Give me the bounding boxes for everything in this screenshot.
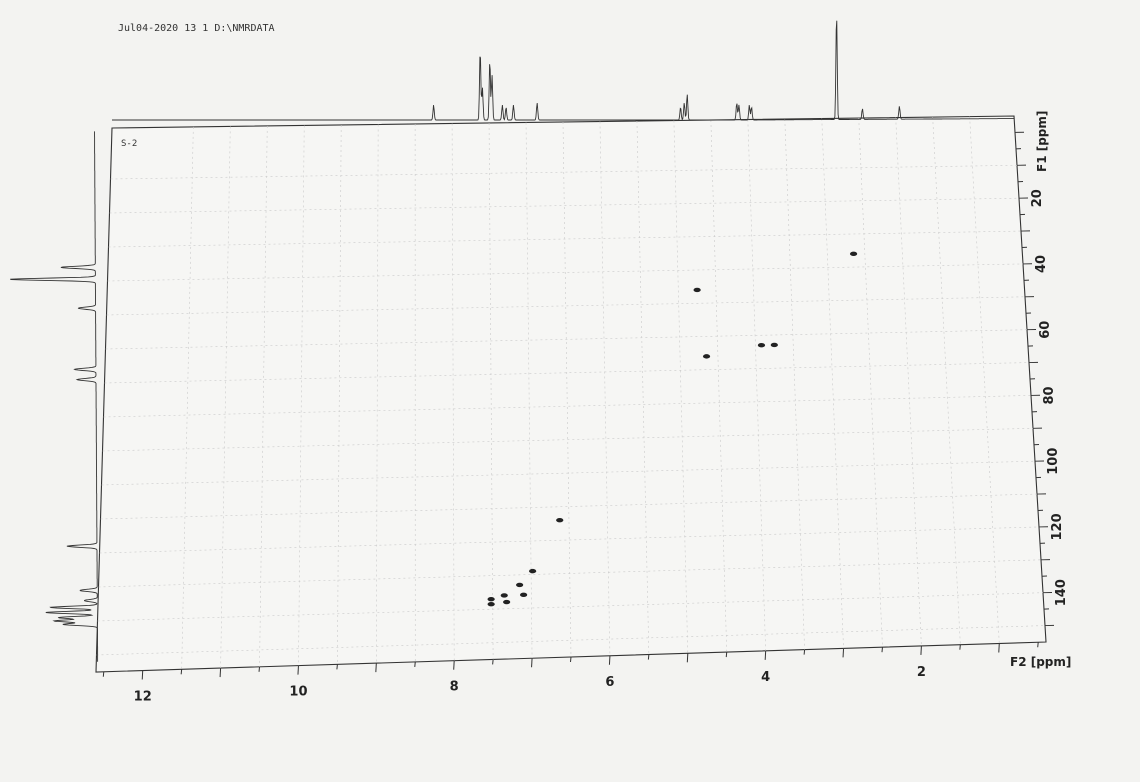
f1-tick-label: 100 bbox=[1046, 448, 1061, 475]
f1-axis-label: F1 [ppm] bbox=[1035, 111, 1049, 172]
f2-tick-mark bbox=[142, 671, 143, 680]
f2-tick-mark bbox=[259, 667, 260, 672]
f2-tick-mark bbox=[804, 650, 805, 655]
f2-tick-mark bbox=[1038, 642, 1039, 647]
f1-tick-label: 120 bbox=[1050, 513, 1065, 540]
f2-tick-mark bbox=[181, 669, 182, 674]
cross-peak bbox=[850, 252, 857, 256]
f2-tick-label: 6 bbox=[605, 675, 614, 690]
cross-peak bbox=[503, 600, 510, 604]
f2-tick-label: 8 bbox=[450, 680, 459, 695]
cross-peak bbox=[520, 593, 527, 597]
f2-tick-mark bbox=[298, 666, 299, 675]
f1-projection-spectrum bbox=[10, 131, 97, 661]
f2-tick-mark bbox=[960, 645, 961, 650]
f2-tick-mark bbox=[921, 646, 922, 655]
f1-tick-label: 80 bbox=[1042, 386, 1057, 404]
f2-tick-mark bbox=[648, 655, 649, 660]
cross-peak bbox=[771, 343, 778, 347]
cross-peak bbox=[529, 569, 536, 573]
f2-projection-spectrum bbox=[112, 21, 1014, 120]
f2-tick-mark bbox=[882, 647, 883, 652]
sample-label: S-2 bbox=[121, 139, 137, 149]
f2-axis-label: F2 [ppm] bbox=[1010, 655, 1071, 669]
f2-tick-mark bbox=[415, 662, 416, 667]
f2-tick-mark bbox=[843, 648, 844, 657]
f2-tick-mark bbox=[532, 658, 533, 667]
cross-peak bbox=[758, 343, 765, 347]
f2-tick-mark bbox=[571, 657, 572, 662]
cross-peak bbox=[703, 354, 710, 358]
f2-tick-label: 12 bbox=[134, 690, 152, 705]
plot-border bbox=[96, 116, 1046, 672]
f2-tick-mark bbox=[103, 672, 104, 677]
cross-peak bbox=[488, 597, 495, 601]
f2-tick-label: 4 bbox=[761, 670, 770, 685]
cross-peak bbox=[556, 518, 563, 522]
f2-tick-mark bbox=[609, 656, 610, 665]
f1-tick-label: 60 bbox=[1038, 321, 1053, 339]
f2-tick-mark bbox=[726, 652, 727, 657]
f2-tick-mark bbox=[493, 659, 494, 664]
cross-peak bbox=[501, 593, 508, 597]
f2-tick-mark bbox=[337, 664, 338, 669]
cross-peak bbox=[694, 288, 701, 292]
f2-tick-mark bbox=[220, 668, 221, 677]
f2-tick-label: 2 bbox=[917, 665, 926, 680]
f2-tick-mark bbox=[999, 643, 1000, 652]
f2-tick-label: 10 bbox=[289, 685, 307, 700]
f1-tick-label: 40 bbox=[1034, 255, 1049, 273]
f1-tick-label: 20 bbox=[1030, 189, 1045, 207]
f1-tick-label: 140 bbox=[1054, 579, 1069, 606]
acquisition-header: Jul04-2020 13 1 D:\NMRDATA bbox=[118, 23, 275, 34]
f1-projection-trace bbox=[10, 131, 97, 661]
f2-tick-mark bbox=[376, 663, 377, 672]
cross-peak bbox=[516, 583, 523, 587]
cross-peak bbox=[488, 602, 495, 606]
f2-tick-mark bbox=[687, 653, 688, 662]
f2-tick-mark bbox=[454, 661, 455, 670]
plot-frame bbox=[96, 116, 1046, 672]
f2-tick-mark bbox=[765, 651, 766, 660]
f2-projection-trace bbox=[112, 21, 1014, 120]
